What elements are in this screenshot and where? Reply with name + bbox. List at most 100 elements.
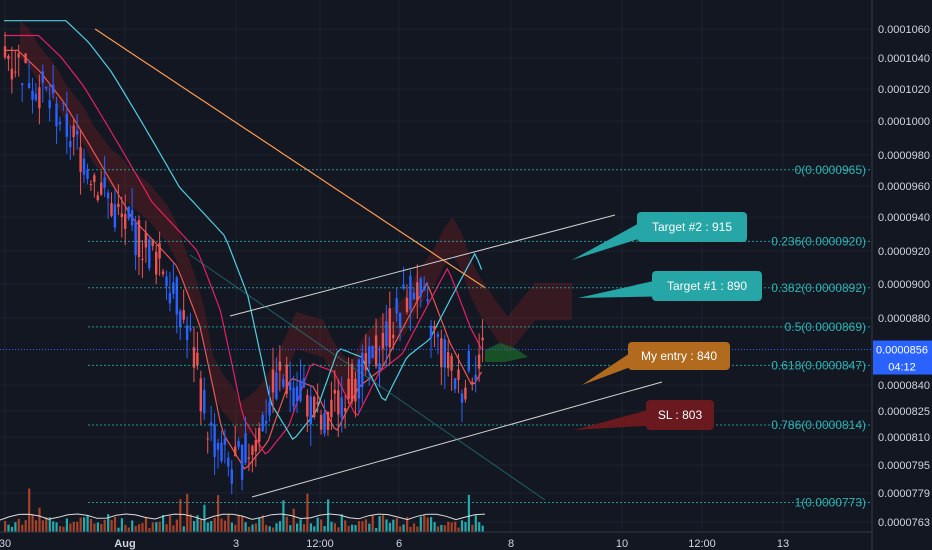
candle-body (436, 333, 440, 337)
volume-bar (433, 522, 436, 532)
volume-bar (138, 524, 141, 532)
volume-bar (28, 488, 31, 532)
volume-bar (436, 526, 440, 532)
candle-body (481, 337, 484, 341)
volume-bar (419, 516, 422, 532)
candle-body (378, 363, 381, 371)
candle-body (433, 326, 436, 330)
candle-body (426, 299, 429, 302)
callout-pointer (574, 409, 652, 430)
callout-box (652, 271, 762, 301)
volume-bar (165, 524, 168, 532)
candle-body (295, 386, 299, 402)
volume-bar (69, 523, 72, 532)
candle-body (21, 83, 24, 86)
volume-bar (364, 519, 367, 532)
candle-body (192, 347, 196, 368)
candle-body (354, 379, 357, 402)
candle-body (268, 402, 271, 416)
volume-bar (193, 521, 196, 532)
candle-body (141, 259, 144, 260)
candle-body (34, 93, 38, 100)
volume-bar (223, 520, 227, 532)
candle-body (467, 350, 470, 371)
candle-body (161, 271, 165, 275)
volume-bar (327, 499, 330, 532)
candle-body (416, 282, 419, 301)
volume-bar (454, 521, 457, 532)
volume-bar (41, 520, 44, 532)
x-tick-label: 12:00 (306, 538, 334, 550)
volume-bar (285, 516, 288, 532)
y-tick-label: 0.0000920 (878, 246, 930, 258)
volume-bar (7, 524, 10, 532)
volume-bar (381, 515, 385, 532)
candle-body (175, 277, 178, 315)
volume-bar (351, 524, 354, 532)
volume-bar (447, 521, 450, 532)
candle-body (368, 346, 371, 365)
candle-body (14, 71, 17, 73)
x-tick-label: 12:00 (688, 538, 716, 550)
y-tick-label: 0.0000763 (878, 517, 930, 529)
volume-bar (471, 524, 474, 532)
candle-body (443, 339, 446, 368)
candle-body (213, 424, 216, 457)
candle-body (24, 53, 27, 64)
volume-bar (457, 527, 460, 532)
candle-body (106, 192, 110, 199)
y-tick-label: 0.0000880 (878, 313, 930, 325)
candle-body (254, 440, 257, 452)
candle-body (65, 113, 68, 137)
countdown-value: 04:12 (888, 362, 916, 374)
volume-bar (292, 508, 295, 532)
annotations[interactable]: Target #2 : 915 Target #1 : 890 My entry :… (572, 212, 762, 430)
volume-ma (0, 513, 486, 521)
ichimoku-cloud (20, 20, 572, 440)
volume-bar (113, 516, 117, 532)
candle-body (93, 175, 96, 182)
candle-body (326, 411, 330, 430)
volume-bar (309, 523, 312, 532)
volume-bar (230, 522, 233, 532)
candle-body (48, 100, 51, 109)
volume-bar (182, 526, 185, 532)
volume-bar (357, 521, 361, 532)
candle-body (120, 213, 123, 218)
volume-bar (158, 521, 161, 532)
candle-body (319, 414, 323, 430)
volume-bar (96, 522, 99, 532)
volume-bar (347, 525, 350, 532)
volume-bar (175, 519, 178, 532)
y-tick-label: 0.0000810 (878, 432, 930, 444)
volume-bar (31, 514, 34, 532)
volume-bar (189, 514, 192, 532)
candle-body (450, 355, 453, 371)
candle-body (113, 204, 117, 228)
volume-bar (168, 515, 172, 532)
volume-bar (464, 522, 467, 532)
volume-bar (412, 523, 416, 532)
fib-label: 1(0.0000773) (795, 495, 866, 509)
candle-body (240, 444, 244, 480)
callout-text: Target #2 : 915 (652, 220, 732, 234)
ma-slow (4, 20, 483, 440)
volume-bar (14, 522, 17, 532)
candle-body (41, 71, 44, 83)
volume-bar (278, 521, 282, 532)
volume-bar (17, 518, 20, 532)
candles (3, 32, 484, 495)
volume-bar (282, 500, 285, 532)
volume-bar (361, 521, 364, 532)
candle-body (196, 352, 199, 366)
candle-body (251, 445, 254, 455)
candle-body (227, 457, 230, 467)
candle-body (234, 446, 237, 456)
candle-body (309, 396, 312, 425)
volume-bar (368, 523, 371, 532)
volume-bar (213, 517, 216, 532)
volume-bar (79, 517, 82, 532)
volume-bar (478, 522, 481, 532)
candle-body (464, 387, 467, 400)
